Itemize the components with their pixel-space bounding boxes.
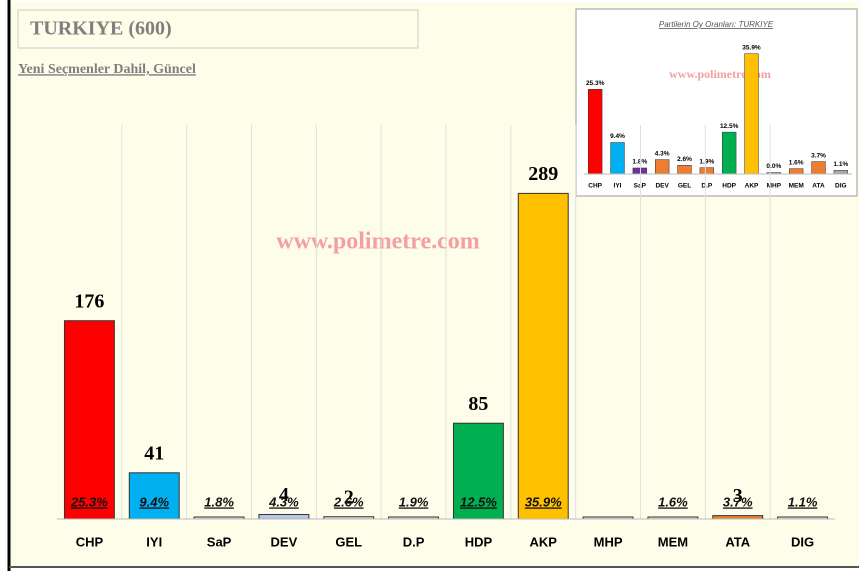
value-label: 41	[144, 442, 164, 464]
value-label: 3	[733, 485, 743, 507]
x-tick-label: MHP	[594, 534, 623, 549]
x-tick-label: MEM	[658, 534, 688, 549]
bar	[258, 513, 310, 520]
x-tick-label: DEV	[271, 534, 298, 549]
share-label: 1.6%	[658, 494, 688, 509]
value-label: 4.3%	[655, 150, 670, 157]
bar	[63, 320, 115, 520]
bar	[452, 422, 504, 520]
bar	[677, 165, 692, 175]
x-tick-label: DIG	[791, 534, 814, 549]
x-tick-label: HDP	[465, 534, 493, 549]
title-box	[17, 9, 419, 49]
value-label: 0.0%	[766, 163, 781, 170]
x-tick-label: CHP	[588, 183, 602, 190]
bar	[788, 168, 804, 175]
bar	[833, 170, 849, 175]
bar	[128, 472, 180, 520]
x-tick-label: ATA	[725, 534, 750, 549]
chart-subtitle: Yeni Seçmenler Dahil, Güncel	[18, 62, 196, 77]
share-label: 1.9%	[399, 494, 429, 509]
value-label: 4	[279, 484, 289, 506]
x-tick-label: DEV	[655, 183, 669, 190]
bar	[699, 167, 715, 175]
bar	[721, 131, 737, 175]
watermark: www.polimetre.com	[276, 229, 480, 255]
value-label: 2	[344, 486, 354, 508]
share-label: 12.5%	[460, 494, 497, 509]
x-tick-label: IYI	[614, 183, 622, 190]
bar	[632, 167, 648, 175]
x-tick-label: SaP	[207, 534, 232, 549]
inset-title: Partilerin Oy Oranları: TURKIYE	[659, 20, 774, 29]
share-label: 35.9%	[525, 494, 562, 509]
x-tick-label: D.P	[403, 534, 425, 549]
share-label: 9.4%	[139, 494, 169, 509]
value-label: 1.6%	[789, 159, 804, 166]
x-tick-label: MHP	[767, 183, 782, 190]
x-tick-label: HDP	[722, 183, 736, 190]
value-label: 25.3%	[586, 80, 605, 87]
value-label: 176	[74, 290, 104, 312]
value-label: 12.5%	[720, 123, 739, 130]
value-label: 289	[528, 163, 558, 185]
share-label: 2.6%	[333, 494, 364, 509]
value-label: 9.4%	[610, 133, 625, 140]
x-tick-label: ATA	[812, 183, 825, 190]
bar	[610, 142, 625, 175]
value-label: 1.1%	[833, 161, 848, 168]
x-tick-label: AKP	[530, 534, 558, 549]
bar	[744, 53, 759, 175]
share-label: 25.3%	[70, 494, 108, 509]
x-tick-label: DIG	[835, 183, 847, 190]
x-tick-label: GEL	[335, 534, 362, 549]
value-label: 3.7%	[811, 152, 826, 159]
bar	[654, 159, 670, 175]
inset-chart: Partilerin Oy Oranları: TURKIYE www.poli…	[575, 8, 858, 197]
bar	[712, 515, 764, 520]
share-label: 1.8%	[204, 494, 234, 509]
x-tick-label: AKP	[745, 183, 759, 190]
x-tick-label: IYI	[146, 534, 162, 549]
value-label: 85	[468, 393, 488, 415]
x-tick-label: MEM	[789, 183, 804, 190]
x-tick-label: GEL	[678, 183, 691, 190]
value-label: 1.8%	[632, 159, 647, 166]
share-label: 3.7%	[723, 494, 753, 509]
value-label: 35.9%	[742, 44, 761, 51]
chart-title: TURKIYE (600)	[30, 18, 172, 40]
value-label: 2.6%	[677, 156, 692, 163]
bar	[517, 192, 569, 520]
x-tick-label: CHP	[76, 534, 104, 549]
bar	[587, 88, 603, 175]
share-label: 1.1%	[788, 494, 818, 509]
value-label: 1.9%	[699, 158, 714, 165]
bar	[811, 161, 826, 175]
x-tick-label: D.P	[701, 183, 713, 190]
share-label: 4.3%	[268, 494, 299, 509]
